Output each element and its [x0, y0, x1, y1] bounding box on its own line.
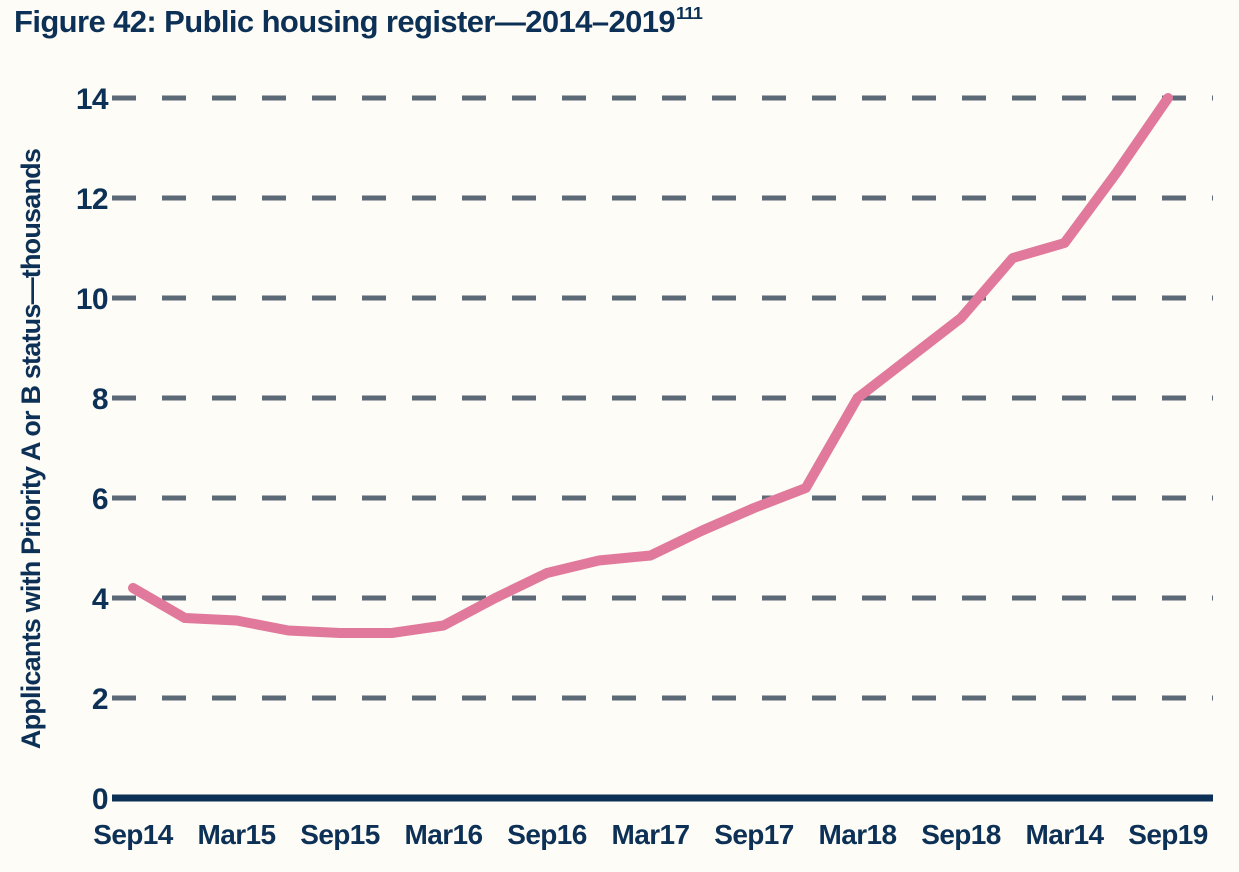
y-tick-label: 0	[92, 783, 108, 816]
x-tick-label: Mar15	[198, 819, 276, 850]
y-tick-label: 4	[92, 583, 109, 616]
x-tick-label: Sep19	[1128, 819, 1208, 850]
x-tick-label: Mar17	[612, 819, 690, 850]
x-tick-label: Sep15	[300, 819, 380, 850]
x-tick-label: Sep17	[714, 819, 794, 850]
x-tick-label: Mar14	[1026, 819, 1105, 850]
y-tick-label: 10	[76, 283, 108, 316]
y-tick-label: 2	[92, 683, 108, 716]
data-line-series	[128, 93, 1173, 638]
figure-title-text: Figure 42: Public housing register—2014–…	[14, 4, 676, 39]
x-tick-label: Sep16	[507, 819, 587, 850]
x-tick-label: Sep14	[93, 819, 174, 850]
figure-title: Figure 42: Public housing register—2014–…	[14, 2, 703, 40]
y-tick-label: 12	[76, 183, 108, 216]
y-tick-label: 8	[92, 383, 108, 416]
x-tick-label: Mar16	[405, 819, 483, 850]
y-tick-label: 6	[92, 483, 108, 516]
x-tick-label: Sep18	[921, 819, 1001, 850]
footnote-superscript: 111	[676, 2, 703, 23]
y-tick-label: 14	[76, 83, 109, 116]
x-tick-label: Mar18	[819, 819, 897, 850]
